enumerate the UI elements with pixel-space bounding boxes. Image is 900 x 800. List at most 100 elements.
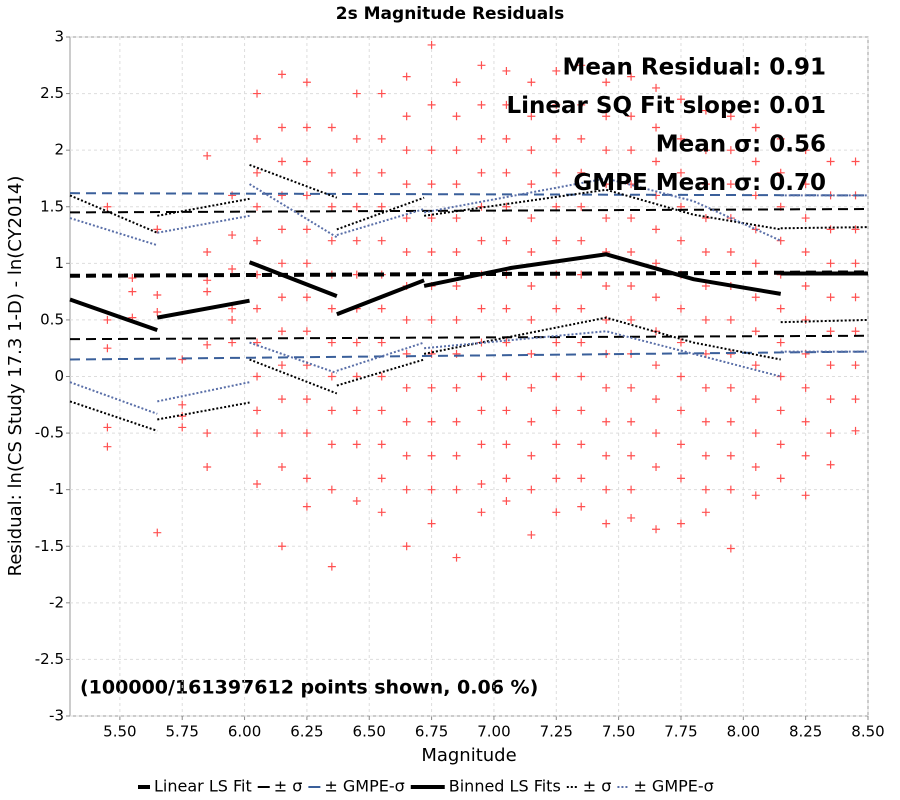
scatter-point bbox=[302, 191, 311, 200]
y-tick-label: 1 bbox=[54, 254, 64, 272]
scatter-point bbox=[153, 291, 162, 300]
scatter-point bbox=[253, 304, 262, 313]
y-tick-label: -3 bbox=[49, 707, 64, 725]
chart-title: 2s Magnitude Residuals bbox=[336, 4, 564, 24]
scatter-point bbox=[726, 146, 735, 155]
scatter-point bbox=[402, 72, 411, 81]
scatter-point bbox=[701, 146, 710, 155]
scatter-point bbox=[602, 180, 611, 189]
legend-label: ± σ bbox=[274, 777, 303, 796]
scatter-point bbox=[302, 157, 311, 166]
scatter-point bbox=[552, 100, 561, 109]
scatter-point bbox=[577, 502, 586, 511]
scatter-point bbox=[402, 248, 411, 257]
scatter-point bbox=[427, 485, 436, 494]
legend-label: Binned LS Fits bbox=[449, 777, 561, 796]
scatter-point bbox=[277, 361, 286, 370]
scatter-point bbox=[277, 259, 286, 268]
scatter-point bbox=[776, 168, 785, 177]
scatter-point bbox=[427, 248, 436, 257]
scatter-point bbox=[253, 236, 262, 245]
scatter-point bbox=[302, 327, 311, 336]
scatter-point bbox=[676, 519, 685, 528]
scatter-point bbox=[652, 259, 661, 268]
scatter-point bbox=[627, 112, 636, 121]
scatter-point bbox=[701, 485, 710, 494]
annotation: Mean Residual: 0.91 bbox=[563, 55, 826, 81]
scatter-point bbox=[452, 146, 461, 155]
scatter-point bbox=[327, 236, 336, 245]
scatter-point bbox=[352, 89, 361, 98]
annotation: GMPE Mean σ: 0.70 bbox=[573, 170, 826, 196]
scatter-point bbox=[277, 293, 286, 302]
scatter-point bbox=[851, 426, 860, 435]
scatter-point bbox=[377, 168, 386, 177]
scatter-point bbox=[776, 406, 785, 415]
scatter-point bbox=[327, 202, 336, 211]
scatter-point bbox=[577, 61, 586, 70]
scatter-point bbox=[701, 508, 710, 517]
scatter-point bbox=[851, 327, 860, 336]
legend-label: Linear LS Fit bbox=[154, 777, 252, 796]
legend-label: ± σ bbox=[583, 777, 612, 796]
scatter-point bbox=[652, 123, 661, 132]
scatter-point bbox=[701, 315, 710, 324]
scatter-point bbox=[602, 281, 611, 290]
scatter-point bbox=[327, 562, 336, 571]
scatter-point bbox=[851, 293, 860, 302]
scatter-point bbox=[602, 383, 611, 392]
scatter-point bbox=[627, 214, 636, 223]
scatter-point bbox=[577, 134, 586, 143]
scatter-point bbox=[377, 338, 386, 347]
scatter-point bbox=[502, 134, 511, 143]
scatter-point bbox=[477, 134, 486, 143]
scatter-point bbox=[327, 168, 336, 177]
scatter-point bbox=[477, 304, 486, 313]
scatter-point bbox=[676, 236, 685, 245]
scatter-point bbox=[577, 100, 586, 109]
scatter-point bbox=[253, 338, 262, 347]
scatter-point bbox=[203, 340, 212, 349]
scatter-point bbox=[502, 168, 511, 177]
annotations: Mean Residual: 0.91 Linear SQ Fit slope: … bbox=[507, 55, 827, 197]
scatter-point bbox=[427, 519, 436, 528]
scatter-point bbox=[277, 157, 286, 166]
x-tick-label: 6.50 bbox=[353, 723, 386, 741]
scatter-point bbox=[277, 463, 286, 472]
scatter-point bbox=[826, 327, 835, 336]
scatter-point bbox=[228, 231, 237, 240]
y-tick-label: 0.5 bbox=[40, 310, 64, 328]
scatter-point bbox=[327, 304, 336, 313]
scatter-point bbox=[826, 293, 835, 302]
scatter-point bbox=[552, 236, 561, 245]
scatter-point bbox=[277, 123, 286, 132]
scatter-point bbox=[203, 276, 212, 285]
x-tick-label: 8.50 bbox=[851, 723, 884, 741]
scatter-point bbox=[452, 451, 461, 460]
scatter-point bbox=[327, 440, 336, 449]
scatter-point bbox=[352, 406, 361, 415]
scatter-point bbox=[377, 372, 386, 381]
scatter-point bbox=[302, 502, 311, 511]
scatter-point bbox=[602, 485, 611, 494]
scatter-point bbox=[552, 508, 561, 517]
scatter-point bbox=[652, 429, 661, 438]
series-line bbox=[69, 208, 869, 341]
scatter-point bbox=[502, 440, 511, 449]
scatter-point bbox=[801, 383, 810, 392]
scatter-point bbox=[477, 480, 486, 489]
scatter-point bbox=[826, 259, 835, 268]
x-tick-label: 6.00 bbox=[228, 723, 261, 741]
scatter-point bbox=[477, 100, 486, 109]
scatter-point bbox=[552, 134, 561, 143]
scatter-point bbox=[577, 168, 586, 177]
scatter-point bbox=[627, 248, 636, 257]
scatter-point bbox=[676, 338, 685, 347]
scatter-point bbox=[352, 496, 361, 505]
scatter-point bbox=[602, 417, 611, 426]
scatter-point bbox=[203, 248, 212, 257]
scatter-point bbox=[801, 248, 810, 257]
scatter-point bbox=[203, 151, 212, 160]
scatter-point bbox=[253, 202, 262, 211]
